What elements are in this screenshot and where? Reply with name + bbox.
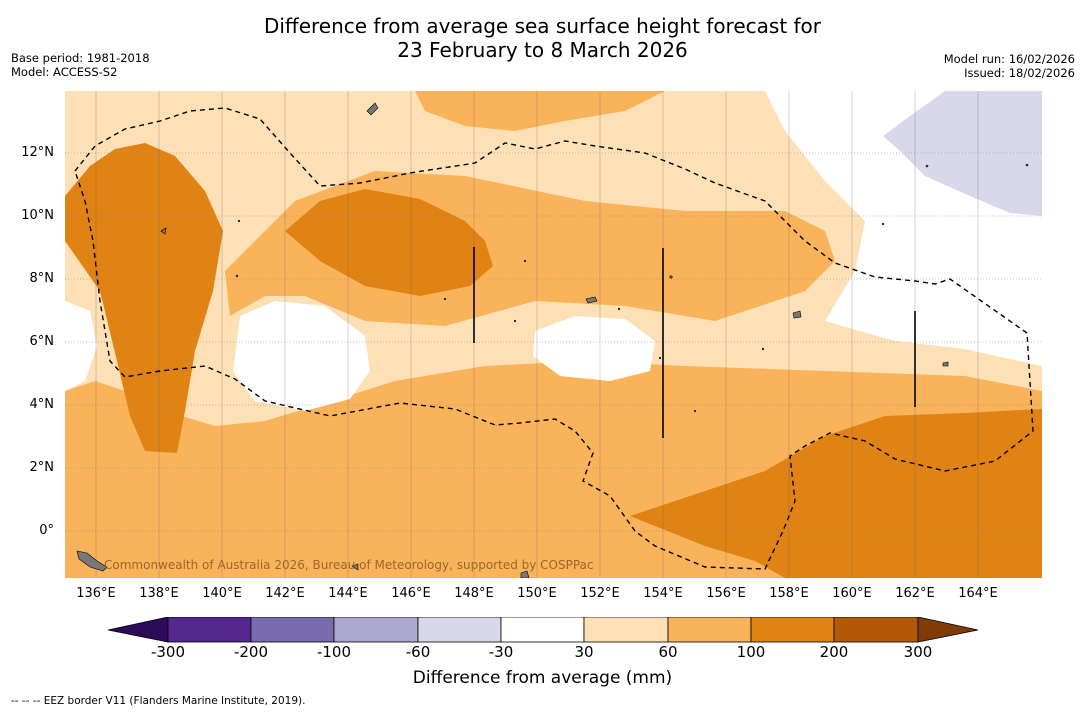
colorbar-tick-m30: -30 xyxy=(488,643,514,661)
colorbar-segment-3 xyxy=(333,616,419,643)
anomaly-band-100-200-west xyxy=(65,143,223,453)
lon-label-150e: 150°E xyxy=(517,586,557,601)
credit-watermark: Commonwealth of Australia 2026, Bureau o… xyxy=(104,558,594,572)
lon-label-142e: 142°E xyxy=(265,586,305,601)
lon-label-140e: 140°E xyxy=(202,586,242,601)
anomaly-near-zero-central xyxy=(233,301,370,411)
colorbar-tick-300: 300 xyxy=(903,643,933,661)
lon-label-158e: 158°E xyxy=(769,586,809,601)
meridians xyxy=(95,91,979,578)
model-run: Model run: 16/02/2026 xyxy=(943,52,1075,66)
colorbar-tick-200: 200 xyxy=(819,643,849,661)
colorbar-tick-100: 100 xyxy=(736,643,766,661)
lat-label-0: 0° xyxy=(39,523,54,538)
lon-label-152e: 152°E xyxy=(580,586,620,601)
title-line-1: Difference from average sea surface heig… xyxy=(263,14,822,38)
colorbar-tick-30: 30 xyxy=(574,643,594,661)
meta-left: Base period: 1981-2018 Model: ACCESS-S2 xyxy=(11,51,150,79)
colorbar-segment-7 xyxy=(667,616,752,643)
lon-label-154e: 154°E xyxy=(643,586,683,601)
colorbar-segment-2 xyxy=(250,616,335,643)
islands xyxy=(76,102,1029,578)
colorbar-segment-5 xyxy=(500,616,585,643)
base-period: Base period: 1981-2018 xyxy=(11,51,150,65)
lat-label-6n: 6°N xyxy=(29,334,55,349)
map-svg xyxy=(65,91,1042,578)
anomaly-near-zero-east-central xyxy=(533,316,655,381)
map-title: Difference from average sea surface heig… xyxy=(0,14,1085,62)
colorbar-tick-m100: -100 xyxy=(316,643,352,661)
colorbar-title: Difference from average (mm) xyxy=(412,668,673,688)
lat-label-2n: 2°N xyxy=(29,460,55,475)
lon-label-148e: 148°E xyxy=(454,586,494,601)
issued-date: Issued: 18/02/2026 xyxy=(964,66,1075,80)
colorbar xyxy=(107,616,979,647)
lat-label-8n: 8°N xyxy=(29,271,55,286)
colorbar-segment-8 xyxy=(750,616,835,643)
lat-label-10n: 10°N xyxy=(21,208,54,223)
colorbar-svg xyxy=(107,616,979,643)
lon-label-136e: 136°E xyxy=(76,586,116,601)
anomaly-negative-northeast xyxy=(883,91,1042,216)
anomaly-band-60-100-north xyxy=(415,91,665,131)
lon-label-164e: 164°E xyxy=(958,586,998,601)
boundary-lines xyxy=(473,247,916,438)
lon-label-144e: 144°E xyxy=(328,586,368,601)
colorbar-extend-high xyxy=(917,616,979,643)
anomaly-band-100-200-southeast xyxy=(630,409,1042,578)
meta-right: Model run: 16/02/2026 Issued: 18/02/2026 xyxy=(944,52,1075,80)
eez-border xyxy=(74,107,1034,570)
lon-label-160e: 160°E xyxy=(832,586,872,601)
graticule xyxy=(65,152,1042,532)
colorbar-segment-4 xyxy=(417,616,502,643)
colorbar-tick-m300: -300 xyxy=(150,643,186,661)
colorbar-tick-m60: -60 xyxy=(405,643,431,661)
colorbar-tick-60: 60 xyxy=(658,643,678,661)
colorbar-segment-1 xyxy=(167,616,252,643)
colorbar-segment-9 xyxy=(833,616,919,643)
lon-label-156e: 156°E xyxy=(706,586,746,601)
colorbar-tick-m200: -200 xyxy=(233,643,269,661)
title-line-2: 23 February to 8 March 2026 xyxy=(397,38,688,62)
colorbar-extend-low xyxy=(107,616,169,643)
map-area xyxy=(65,91,1042,578)
lon-label-138e: 138°E xyxy=(139,586,179,601)
colorbar-segment-6 xyxy=(583,616,669,643)
lat-label-4n: 4°N xyxy=(29,397,55,412)
anomaly-near-zero-west xyxy=(65,301,97,391)
lat-label-12n: 12°N xyxy=(21,145,54,160)
lon-label-162e: 162°E xyxy=(895,586,935,601)
model-name: Model: ACCESS-S2 xyxy=(11,65,118,79)
eez-footnote: -- -- -- EEZ border V11 (Flanders Marine… xyxy=(11,695,306,707)
lon-label-146e: 146°E xyxy=(391,586,431,601)
